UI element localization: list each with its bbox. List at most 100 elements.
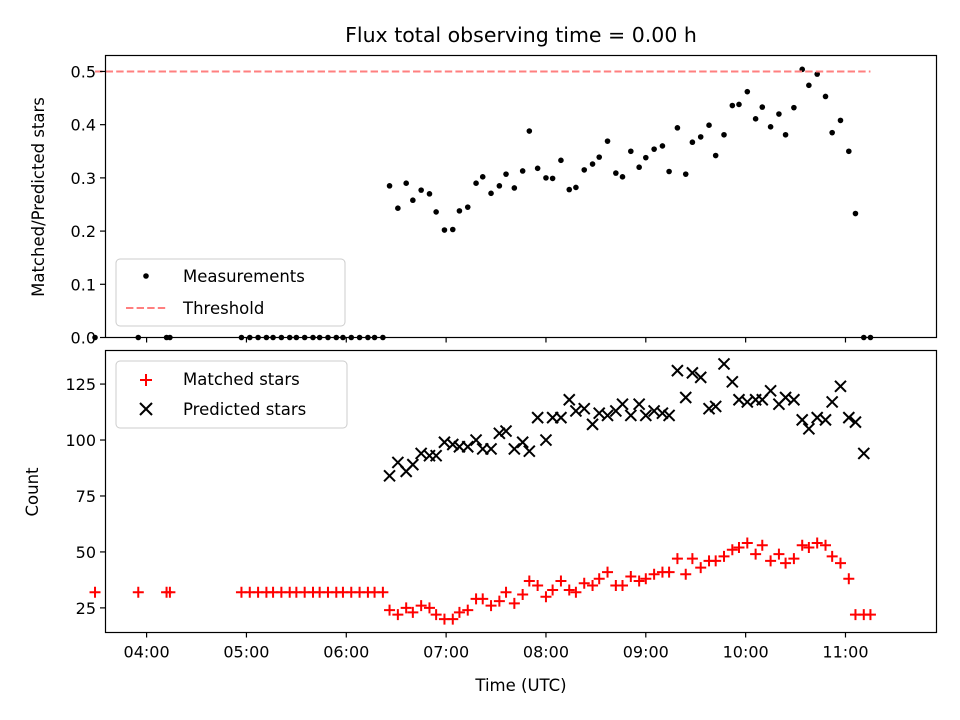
matched-stars-point: [733, 541, 745, 553]
measurements-point: [829, 129, 835, 136]
matched-stars-point: [415, 600, 427, 612]
legend-measurements-label: Measurements: [183, 267, 305, 286]
matched-stars-point: [765, 555, 777, 567]
matched-stars-point: [523, 575, 535, 587]
predicted-stars-point: [717, 357, 731, 371]
bottom-y-axis: 25 50 75 100 125: [65, 375, 105, 618]
bottom-x-tick-label: 05:00: [223, 643, 269, 662]
measurements-point: [441, 227, 448, 233]
measurements-point: [479, 174, 486, 180]
predicted-stars-point: [429, 449, 443, 462]
bottom-x-tick-label: 08:00: [523, 643, 569, 662]
measurements-point: [473, 180, 479, 186]
matched-stars-point: [671, 553, 683, 565]
matched-stars-point: [633, 575, 645, 587]
matched-stars-point: [587, 580, 599, 591]
predicted-stars-point: [508, 442, 521, 456]
predicted-stars-point: [679, 391, 692, 404]
measurements-point: [759, 104, 766, 110]
bottom-y-tick-label: 25: [76, 599, 96, 618]
predicted-stars-point: [624, 409, 638, 422]
matched-stars-point: [477, 593, 489, 605]
matched-stars-point: [532, 580, 544, 591]
matched-stars-point: [508, 597, 520, 609]
top-y-tick-label: 0.1: [71, 275, 96, 294]
predicted-stars-point: [662, 409, 676, 422]
measurements-point: [752, 116, 759, 122]
predicted-stars-point: [842, 411, 856, 424]
predicted-stars-point: [726, 375, 739, 389]
matched-stars-point: [826, 550, 838, 562]
predicted-stars-point: [656, 406, 669, 420]
matched-stars-point: [89, 586, 101, 598]
matched-stars-point: [864, 609, 876, 621]
measurements-point: [386, 183, 393, 189]
measurements-point: [581, 167, 588, 173]
predicted-stars-point: [446, 438, 459, 451]
measurements-point: [519, 168, 526, 174]
measurements-point: [549, 175, 556, 182]
predicted-stars-point: [764, 384, 777, 397]
bottom-y-tick-label: 50: [76, 543, 96, 562]
measurements-point: [643, 154, 649, 161]
measurements-point: [433, 209, 439, 215]
measurements-point: [767, 123, 774, 130]
matched-stars-point: [625, 571, 637, 583]
measurements-point: [651, 146, 657, 152]
measurements-point: [566, 186, 573, 193]
matched-stars-point: [834, 557, 846, 569]
predicted-stars-point: [499, 424, 513, 438]
predicted-stars-point: [819, 413, 832, 427]
matched-stars-point: [640, 573, 652, 585]
bottom-y-tick-label: 125: [65, 375, 96, 394]
measurements-point: [729, 102, 736, 109]
measurements-point: [776, 111, 782, 117]
measurements-point: [92, 334, 98, 341]
matched-stars-point: [780, 557, 792, 569]
matched-stars-point: [680, 568, 692, 580]
predicted-stars-point: [469, 433, 483, 447]
matched-stars-point: [663, 566, 675, 578]
matched-stars-point: [570, 586, 582, 598]
matched-stars-point: [384, 604, 396, 616]
predicted-stars-point: [702, 402, 716, 415]
bottom-x-tick-label: 09:00: [623, 643, 669, 662]
predicted-stars-point: [709, 400, 722, 413]
measurements-point: [456, 208, 463, 214]
top-y-tick-label: 0.3: [71, 169, 96, 188]
measurements-point: [814, 71, 820, 77]
top-panel: 0.0 0.1 0.2 0.3 0.4 0.5 Matched/Predicted sta…: [29, 54, 938, 348]
predicted-stars-point: [857, 447, 870, 460]
bottom-marks: [89, 357, 876, 625]
matched-stars-point: [695, 562, 707, 574]
matched-stars-point: [578, 577, 590, 589]
measurements-point: [736, 101, 742, 108]
top-y-tick-label: 0.5: [71, 62, 96, 81]
bottom-x-tick-label: 10:00: [723, 643, 769, 662]
measurements-point: [852, 210, 859, 217]
measurements-point: [666, 168, 672, 175]
matched-stars-point: [773, 548, 785, 560]
top-y-tick-label: 0.2: [71, 222, 96, 241]
top-y-tick-label: 0.0: [71, 329, 96, 348]
matched-stars-point: [617, 580, 629, 591]
predicted-stars-point: [616, 398, 629, 411]
matched-stars-point: [540, 591, 552, 603]
matched-stars-point: [648, 568, 660, 580]
predicted-stars-point: [601, 409, 614, 422]
measurements-point: [596, 154, 603, 160]
matched-stars-point: [843, 573, 855, 585]
predicted-stars-point: [639, 409, 653, 422]
legend-matched-marker: [140, 374, 152, 386]
predicted-stars-point: [383, 469, 396, 483]
matched-stars-point: [462, 604, 474, 616]
matched-stars-point: [164, 586, 176, 598]
legend-threshold-label: Threshold: [182, 299, 264, 318]
predicted-stars-point: [554, 411, 568, 424]
bottom-y-tick-label: 75: [76, 487, 96, 506]
matched-stars-point: [493, 595, 505, 607]
matched-stars-point: [377, 586, 389, 598]
measurements-point: [449, 226, 456, 233]
matched-stars-point: [453, 606, 465, 618]
